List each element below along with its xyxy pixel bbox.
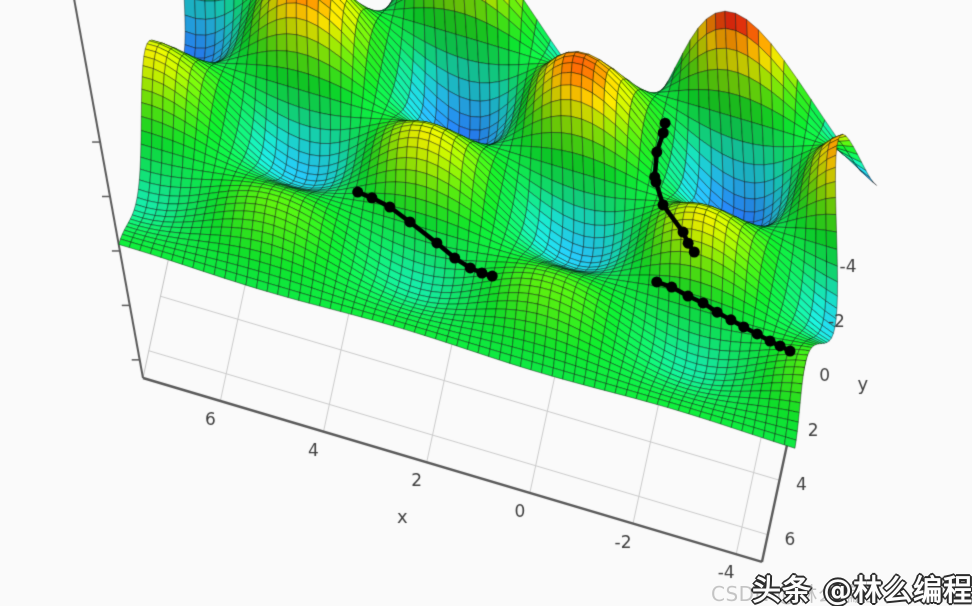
watermark-csdn: CSDN @林么编程 [711,582,880,606]
watermark-toutiao: 头条 @林么编程 [752,573,972,606]
